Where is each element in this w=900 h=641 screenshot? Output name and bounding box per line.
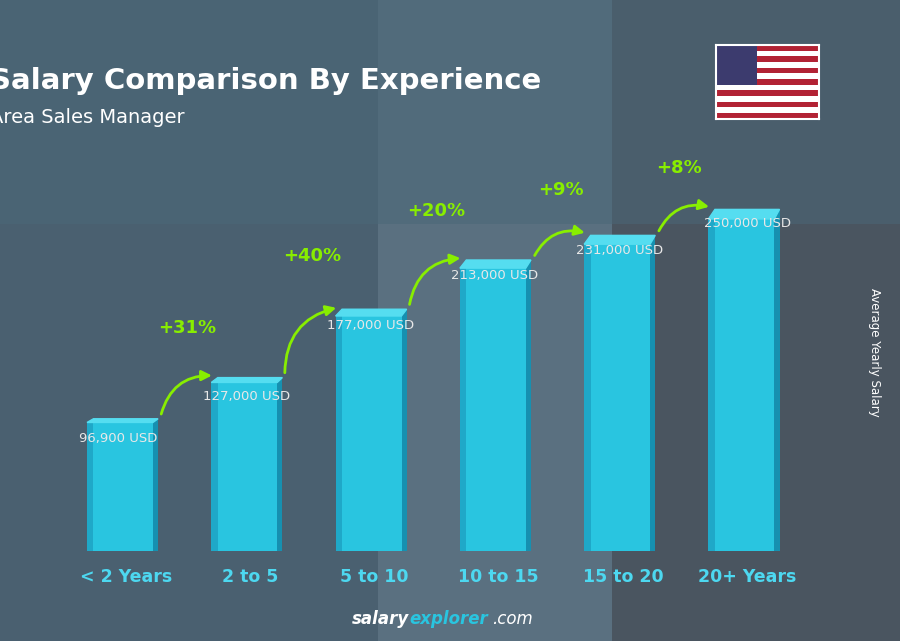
Bar bbox=[218, 378, 283, 551]
Polygon shape bbox=[212, 378, 283, 383]
Polygon shape bbox=[708, 210, 779, 219]
Polygon shape bbox=[584, 235, 655, 244]
Text: +8%: +8% bbox=[656, 160, 701, 178]
Bar bbox=[716, 56, 819, 62]
Text: salary: salary bbox=[352, 610, 410, 628]
Bar bbox=[342, 309, 407, 551]
Bar bbox=[716, 101, 819, 107]
Text: 213,000 USD: 213,000 USD bbox=[452, 269, 538, 282]
Text: Salary Comparison By Experience: Salary Comparison By Experience bbox=[0, 67, 542, 95]
Bar bbox=[584, 547, 655, 551]
Text: 231,000 USD: 231,000 USD bbox=[576, 244, 662, 256]
Bar bbox=[716, 96, 819, 101]
Bar bbox=[153, 419, 158, 551]
Bar bbox=[460, 547, 531, 551]
Text: .com: .com bbox=[492, 610, 533, 628]
Bar bbox=[716, 67, 819, 73]
Text: +9%: +9% bbox=[537, 181, 583, 199]
Bar bbox=[212, 549, 283, 551]
Bar bbox=[716, 56, 819, 62]
Bar bbox=[87, 549, 158, 551]
Bar bbox=[716, 85, 819, 90]
Bar bbox=[584, 244, 590, 551]
Bar bbox=[716, 107, 819, 113]
Bar bbox=[716, 51, 819, 56]
Bar bbox=[401, 309, 407, 551]
Bar bbox=[716, 73, 819, 79]
Bar bbox=[650, 235, 655, 551]
Bar bbox=[715, 210, 779, 551]
Bar bbox=[526, 260, 531, 551]
Bar bbox=[716, 85, 819, 90]
Text: 96,900 USD: 96,900 USD bbox=[78, 432, 157, 445]
Polygon shape bbox=[336, 309, 407, 316]
Bar bbox=[716, 62, 819, 67]
Bar bbox=[716, 113, 819, 119]
Bar bbox=[716, 73, 819, 79]
Text: explorer: explorer bbox=[410, 610, 488, 628]
Bar bbox=[590, 235, 655, 551]
Text: 127,000 USD: 127,000 USD bbox=[202, 390, 290, 403]
Bar bbox=[716, 45, 819, 51]
Text: 177,000 USD: 177,000 USD bbox=[327, 319, 414, 333]
Bar bbox=[336, 547, 407, 551]
Text: 250,000 USD: 250,000 USD bbox=[704, 217, 791, 229]
Bar bbox=[94, 419, 158, 551]
Bar bbox=[716, 67, 819, 73]
Text: Average Yearly Salary: Average Yearly Salary bbox=[868, 288, 881, 417]
Bar bbox=[716, 51, 819, 56]
Bar bbox=[716, 113, 819, 119]
Bar bbox=[716, 62, 819, 67]
Bar bbox=[716, 90, 819, 96]
Bar bbox=[277, 378, 283, 551]
Bar bbox=[708, 546, 779, 551]
Polygon shape bbox=[87, 419, 158, 422]
Bar bbox=[336, 316, 342, 551]
Text: +20%: +20% bbox=[407, 202, 465, 220]
Bar bbox=[716, 90, 819, 96]
Bar bbox=[716, 45, 819, 51]
Bar bbox=[716, 79, 819, 85]
Bar bbox=[87, 422, 94, 551]
Text: +40%: +40% bbox=[283, 247, 341, 265]
Bar bbox=[708, 219, 715, 551]
Bar bbox=[716, 79, 819, 85]
Bar bbox=[466, 260, 531, 551]
Bar bbox=[774, 210, 779, 551]
Bar bbox=[212, 383, 218, 551]
Bar bbox=[716, 45, 757, 85]
Text: Area Sales Manager: Area Sales Manager bbox=[0, 108, 184, 127]
Bar bbox=[460, 268, 466, 551]
Bar bbox=[716, 96, 819, 101]
Bar bbox=[716, 107, 819, 113]
Polygon shape bbox=[460, 260, 531, 268]
Bar bbox=[716, 101, 819, 107]
Text: +31%: +31% bbox=[158, 319, 217, 337]
